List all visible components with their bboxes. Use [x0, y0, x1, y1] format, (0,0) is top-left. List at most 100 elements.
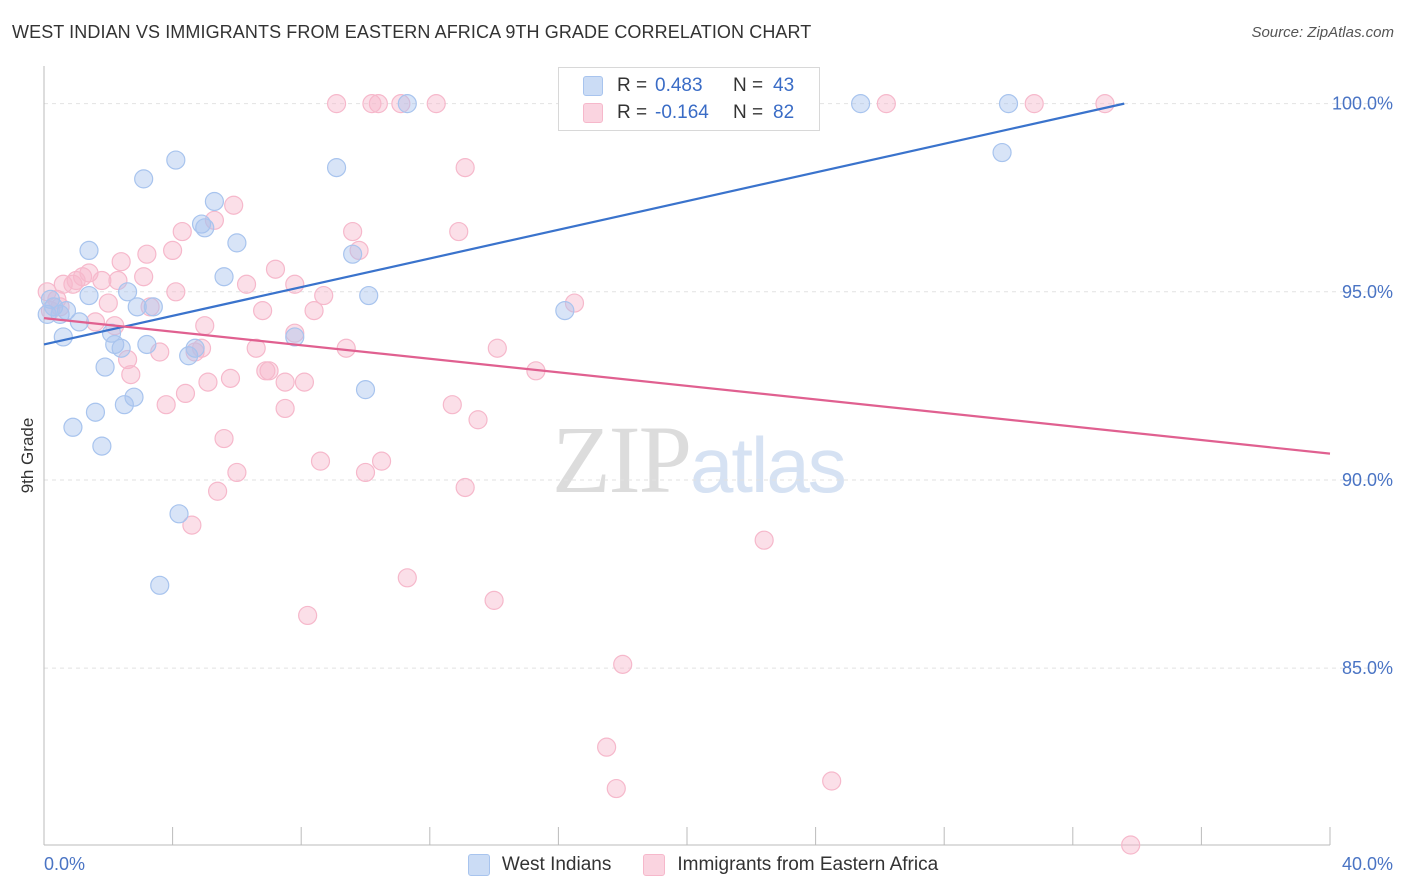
- r-label: R =: [617, 75, 648, 96]
- point-west-indians: [114, 395, 134, 415]
- point-eastern-africa: [92, 270, 112, 291]
- trendline-eastern-africa: [43, 317, 1331, 455]
- point-eastern-africa: [442, 395, 462, 415]
- point-eastern-africa: [314, 285, 334, 306]
- point-eastern-africa: [175, 383, 196, 404]
- stats-legend: R = 0.483 N = 43 R = -0.164 N = 82: [558, 67, 820, 131]
- point-eastern-africa: [371, 451, 392, 471]
- point-eastern-africa: [310, 451, 331, 471]
- point-eastern-africa: [198, 372, 218, 392]
- point-west-indians: [53, 327, 73, 347]
- point-west-indians: [79, 285, 99, 306]
- point-west-indians: [124, 387, 144, 407]
- point-eastern-africa: [166, 282, 186, 302]
- legend-swatch-pink: [583, 103, 603, 123]
- point-eastern-africa: [298, 605, 318, 626]
- point-west-indians: [44, 297, 64, 317]
- watermark: ZIPatlas: [552, 404, 847, 515]
- point-eastern-africa: [397, 568, 417, 588]
- point-west-indians: [326, 158, 347, 178]
- point-eastern-africa: [53, 274, 73, 294]
- point-west-indians: [992, 142, 1012, 163]
- r-label: R =: [617, 102, 648, 123]
- point-eastern-africa: [253, 301, 273, 321]
- point-west-indians: [343, 244, 363, 264]
- point-eastern-africa: [204, 210, 224, 230]
- point-west-indians: [117, 282, 138, 302]
- point-eastern-africa: [876, 94, 896, 114]
- legend-item-west-indians[interactable]: West Indians: [467, 854, 612, 876]
- point-eastern-africa: [343, 221, 363, 242]
- y-tick-label: 85.0%: [1342, 658, 1393, 678]
- point-eastern-africa: [117, 349, 138, 370]
- stats-legend-row-west-indians: R = 0.483 N = 43: [583, 73, 794, 99]
- point-eastern-africa: [362, 94, 382, 114]
- point-eastern-africa: [224, 195, 244, 215]
- point-west-indians: [63, 417, 83, 437]
- point-eastern-africa: [484, 590, 504, 610]
- point-west-indians: [137, 334, 157, 355]
- point-eastern-africa: [195, 316, 215, 336]
- point-eastern-africa: [606, 778, 626, 799]
- r-value: -0.164: [655, 102, 709, 123]
- point-west-indians: [285, 327, 305, 347]
- point-west-indians: [92, 436, 112, 456]
- point-west-indians: [85, 402, 106, 422]
- point-west-indians: [185, 338, 205, 358]
- point-eastern-africa: [468, 410, 488, 430]
- chart-title: WEST INDIAN VS IMMIGRANTS FROM EASTERN A…: [12, 22, 812, 42]
- point-eastern-africa: [246, 338, 266, 358]
- n-label: N =: [733, 75, 764, 96]
- point-eastern-africa: [455, 158, 475, 178]
- point-west-indians: [166, 150, 186, 170]
- point-eastern-africa: [326, 94, 347, 114]
- point-eastern-africa: [111, 252, 131, 272]
- point-west-indians: [143, 297, 163, 317]
- point-eastern-africa: [156, 395, 176, 415]
- x-tick-label: 40.0%: [1342, 854, 1393, 874]
- r-value: 0.483: [655, 75, 703, 96]
- point-eastern-africa: [134, 267, 154, 287]
- point-eastern-africa: [487, 338, 507, 358]
- y-axis-title: 9th Grade: [18, 418, 37, 494]
- point-eastern-africa: [597, 737, 617, 757]
- n-value: 82: [773, 102, 795, 123]
- legend-item-eastern-africa[interactable]: Immigrants from Eastern Africa: [643, 854, 938, 876]
- point-west-indians: [150, 575, 170, 595]
- point-eastern-africa: [163, 240, 183, 261]
- point-eastern-africa: [368, 94, 388, 114]
- point-west-indians: [998, 94, 1019, 114]
- point-eastern-africa: [391, 94, 411, 114]
- point-eastern-africa: [208, 481, 228, 501]
- legend-swatch-blue: [583, 76, 603, 96]
- point-eastern-africa: [265, 259, 286, 279]
- point-west-indians: [227, 233, 247, 253]
- legend-label: West Indians: [501, 854, 612, 875]
- point-eastern-africa: [275, 372, 295, 392]
- point-eastern-africa: [137, 244, 157, 264]
- legend-swatch-blue: [467, 854, 490, 876]
- y-tick-label: 90.0%: [1342, 470, 1393, 490]
- watermark-atlas: atlas: [690, 421, 847, 509]
- stats-legend-row-eastern-africa: R = -0.164 N = 82: [583, 100, 794, 126]
- point-west-indians: [134, 169, 154, 189]
- point-eastern-africa: [236, 274, 257, 294]
- point-eastern-africa: [613, 654, 633, 674]
- x-tick-label: 0.0%: [44, 854, 85, 874]
- point-west-indians: [359, 285, 379, 306]
- point-eastern-africa: [1121, 835, 1141, 855]
- point-west-indians: [355, 380, 376, 400]
- point-eastern-africa: [455, 477, 475, 498]
- legend-label: Immigrants from Eastern Africa: [677, 854, 939, 875]
- point-eastern-africa: [294, 372, 315, 392]
- point-west-indians: [851, 94, 871, 114]
- point-eastern-africa: [304, 301, 324, 321]
- point-eastern-africa: [259, 361, 279, 381]
- point-west-indians: [191, 214, 212, 234]
- point-west-indians: [204, 191, 224, 212]
- point-eastern-africa: [63, 274, 83, 294]
- point-west-indians: [127, 297, 147, 317]
- point-eastern-africa: [1024, 94, 1044, 114]
- legend-swatch-pink: [643, 854, 666, 876]
- point-eastern-africa: [564, 293, 585, 313]
